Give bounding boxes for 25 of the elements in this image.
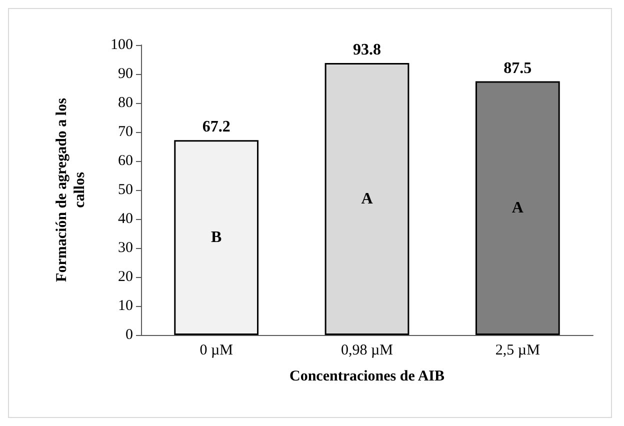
annotation: A xyxy=(512,200,524,217)
y-tick-label: 100 xyxy=(110,37,133,53)
y-tick-label: 70 xyxy=(118,124,133,140)
y-tick-label: 80 xyxy=(118,95,133,111)
y-tick-label: 50 xyxy=(118,182,133,198)
bar xyxy=(174,140,259,335)
y-tick-label: 20 xyxy=(118,269,133,285)
y-tick-label: 10 xyxy=(118,298,133,314)
bar xyxy=(324,62,410,335)
x-tick-label: 0,98 µM xyxy=(341,342,393,358)
annotation: A xyxy=(361,190,374,208)
y-tick-label: 30 xyxy=(118,240,133,256)
annotation: B xyxy=(210,229,222,246)
x-tick-label: 2,5 µM xyxy=(495,342,540,358)
y-axis-title: Formación de agregado a los callos xyxy=(54,98,88,282)
y-tick-label: 40 xyxy=(118,211,133,227)
y-tick-label: 90 xyxy=(118,66,133,82)
data-label: 93.8 xyxy=(353,41,381,58)
y-tick-label: 0 xyxy=(126,327,133,343)
x-axis-title: Concentraciones de AIB xyxy=(290,368,444,384)
data-label: 67.2 xyxy=(202,118,230,136)
y-tick-label: 60 xyxy=(118,153,133,169)
x-tick-label: 0 µM xyxy=(200,342,233,358)
bar xyxy=(475,81,560,335)
data-label: 87.5 xyxy=(504,60,532,77)
